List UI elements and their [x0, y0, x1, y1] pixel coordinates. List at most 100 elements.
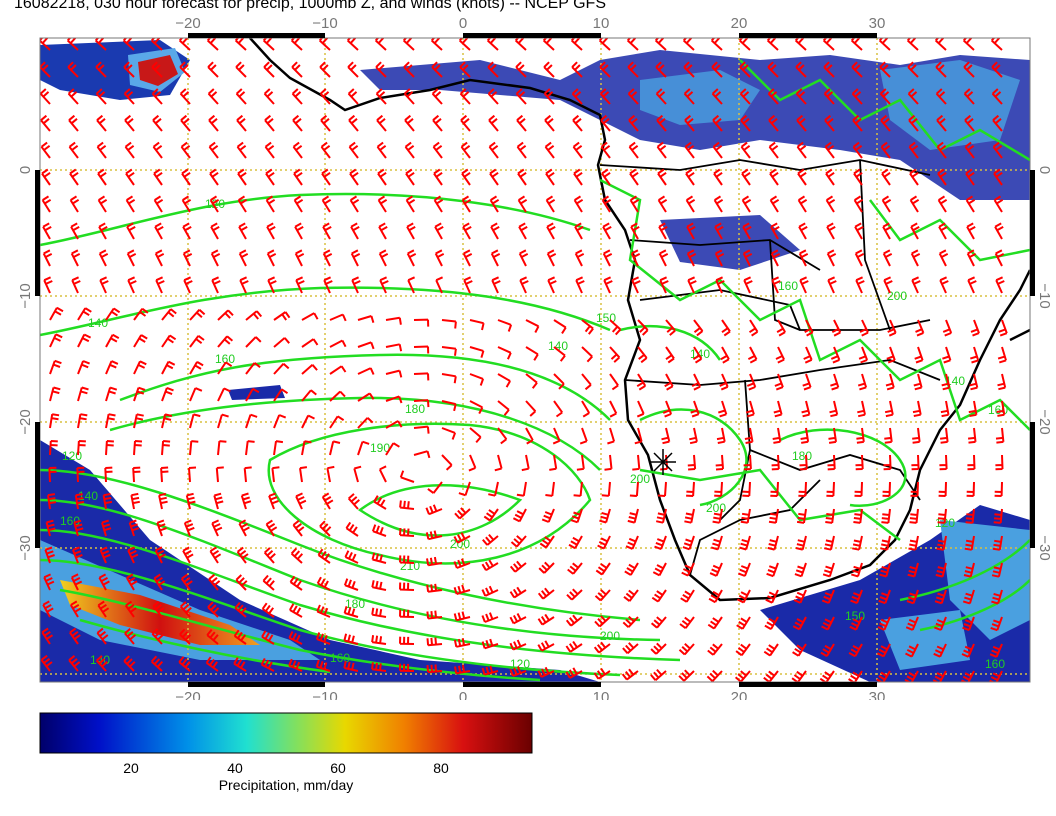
wind-barb — [579, 427, 588, 445]
wind-barb — [636, 400, 645, 418]
wind-barb — [937, 508, 947, 524]
wind-barb — [711, 61, 723, 78]
wind-barb — [42, 249, 53, 267]
lon-tick-label: 20 — [731, 15, 748, 32]
contour-label: 200 — [887, 289, 907, 303]
wind-barb — [273, 337, 290, 348]
wind-barb — [42, 222, 52, 240]
wind-barb — [99, 276, 109, 294]
wind-barb — [462, 222, 472, 240]
wind-barb — [990, 38, 1003, 51]
wind-barb — [572, 141, 583, 159]
wind-barb — [371, 635, 387, 645]
wind-barb — [426, 583, 443, 593]
wind-barb — [509, 560, 527, 573]
wind-barb — [735, 643, 751, 657]
wind-barb — [385, 395, 403, 404]
wind-barb — [544, 141, 555, 159]
wind-barb — [155, 276, 165, 294]
wind-barb — [609, 346, 621, 363]
wind-barb — [490, 249, 501, 267]
wind-barb — [261, 630, 275, 645]
wind-barb — [964, 114, 975, 132]
wind-barb — [740, 508, 751, 524]
wind-barb — [543, 88, 555, 105]
wind-barb — [133, 334, 148, 348]
wind-barb — [453, 584, 471, 595]
wind-barb — [127, 276, 137, 294]
wind-barb — [262, 574, 275, 591]
wind-barb — [625, 535, 639, 550]
wind-barb — [209, 195, 220, 213]
wind-barb — [636, 373, 647, 391]
wind-barb — [908, 141, 919, 159]
wind-barb — [905, 643, 919, 658]
wind-barb — [295, 276, 305, 294]
wind-barb — [795, 61, 807, 78]
wind-barb — [385, 316, 402, 325]
wind-barb — [906, 589, 919, 605]
wind-barb — [183, 276, 193, 294]
wind-barb — [876, 670, 891, 682]
wind-barb — [486, 38, 499, 51]
wind-barb — [538, 561, 555, 574]
wind-barb — [316, 576, 331, 591]
wind-barb — [379, 276, 389, 294]
wind-barb — [991, 562, 1003, 578]
wind-barb — [934, 38, 947, 51]
wind-barb — [859, 319, 869, 337]
wind-barb — [993, 508, 1003, 524]
wind-barb — [852, 535, 863, 551]
wind-barb — [73, 519, 84, 537]
contour-label: 160 — [330, 651, 350, 665]
wind-barb — [97, 195, 108, 213]
wind-barb — [319, 520, 332, 537]
wind-barb — [574, 249, 585, 267]
lon-tick-label: −10 — [312, 15, 337, 32]
wind-barb — [850, 38, 863, 51]
wind-barb — [881, 168, 891, 186]
wind-barb — [105, 307, 121, 321]
wind-barb — [719, 373, 729, 391]
wind-barb — [907, 88, 919, 105]
lat-tick-label: −30 — [17, 535, 34, 560]
wind-barb — [210, 249, 221, 267]
wind-barb — [293, 195, 304, 213]
wind-barb — [208, 573, 221, 591]
wind-barb — [235, 88, 247, 105]
wind-barb — [848, 670, 863, 682]
wind-barb — [823, 88, 835, 105]
wind-barb — [105, 386, 118, 402]
wind-barb — [880, 114, 891, 132]
wind-barb — [936, 535, 947, 551]
wind-barb — [321, 168, 331, 186]
wind-barb — [133, 440, 143, 456]
wind-barb — [798, 481, 807, 497]
wind-barb — [852, 114, 863, 132]
wind-barb — [966, 249, 977, 267]
wind-barb — [453, 611, 471, 622]
wind-barb — [98, 573, 110, 591]
wind-barb — [627, 61, 639, 78]
wind-barb — [905, 616, 919, 631]
wind-barb — [469, 319, 485, 331]
wind-barb — [329, 440, 341, 456]
wind-barb — [266, 249, 277, 267]
wind-barb — [942, 319, 953, 337]
wind-barb — [161, 440, 171, 456]
wind-barb — [831, 319, 842, 337]
wind-barb — [180, 573, 193, 591]
wind-barb — [678, 643, 695, 656]
wind-barb — [441, 427, 457, 440]
wind-barb — [655, 61, 667, 78]
wind-barb — [879, 88, 891, 105]
wind-barb — [124, 628, 137, 645]
wind-barb — [432, 114, 443, 132]
wind-barb — [482, 533, 499, 546]
wind-barb — [104, 466, 113, 483]
wind-barb — [937, 195, 948, 213]
wind-barb — [151, 61, 163, 78]
wind-barb — [385, 369, 403, 378]
wind-barb — [105, 440, 114, 456]
wind-barb — [236, 114, 247, 132]
